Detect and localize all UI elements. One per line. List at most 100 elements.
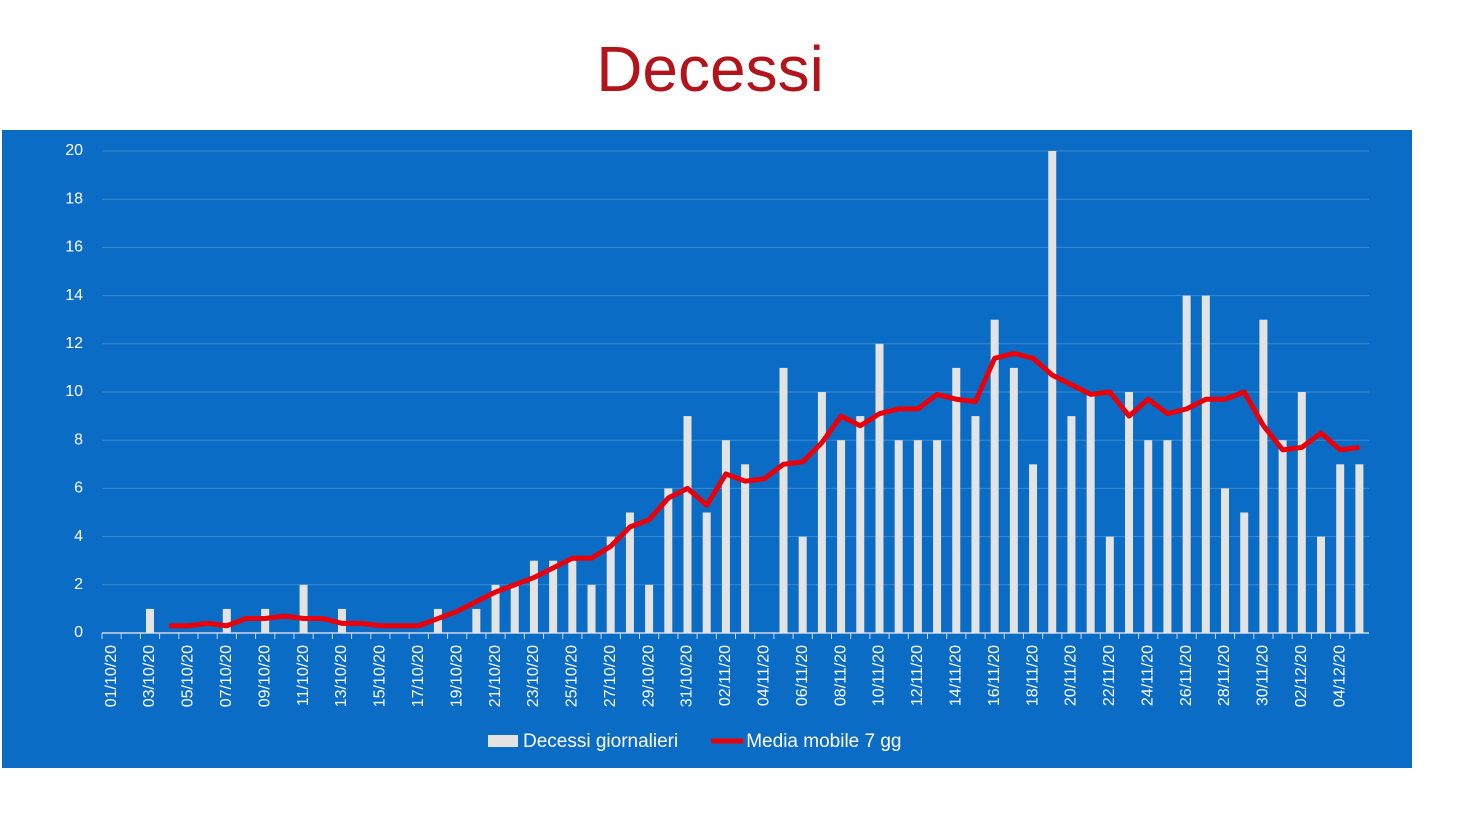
bar (510, 584, 519, 633)
x-tick-label: 02/12/20 (1293, 645, 1310, 707)
x-tick-label: 04/12/20 (1331, 645, 1348, 707)
bar (683, 416, 692, 633)
bar (1125, 392, 1134, 633)
x-tick-label: 16/11/20 (986, 645, 1003, 706)
x-tick-label: 26/11/20 (1178, 645, 1195, 706)
y-tick-label: 8 (74, 431, 83, 448)
bar (1086, 392, 1095, 633)
y-tick-label: 14 (65, 287, 83, 304)
bar (549, 560, 558, 633)
x-tick-label: 31/10/20 (679, 645, 696, 707)
bar (1240, 512, 1249, 633)
bar (1163, 440, 1172, 633)
bar (587, 584, 596, 633)
legend-label: Media mobile 7 gg (746, 731, 901, 752)
x-tick-label: 19/10/20 (448, 645, 465, 707)
x-tick-label: 18/11/20 (1024, 645, 1041, 706)
bar (741, 464, 750, 633)
x-tick-label: 07/10/20 (218, 645, 235, 707)
bar (856, 416, 865, 633)
bar (664, 488, 673, 633)
x-tick-label: 04/11/20 (756, 645, 773, 706)
x-tick-label: 01/10/20 (103, 645, 120, 707)
bar (913, 440, 922, 633)
bar (1048, 151, 1057, 633)
bar (837, 440, 846, 633)
y-tick-label: 12 (65, 335, 83, 352)
bar (529, 560, 538, 633)
x-tick-label: 12/11/20 (909, 645, 926, 706)
bar (1144, 440, 1153, 633)
bar (222, 608, 231, 633)
bar (1278, 440, 1287, 633)
x-tick-label: 11/10/20 (295, 645, 312, 706)
x-tick-label: 23/10/20 (525, 645, 542, 707)
bar (299, 584, 308, 633)
x-tick-label: 09/10/20 (256, 645, 273, 707)
legend-swatch (488, 735, 518, 747)
bar (1009, 367, 1018, 633)
bar (1105, 536, 1114, 633)
x-tick-label: 22/11/20 (1101, 645, 1118, 706)
bar (145, 608, 154, 633)
bar (1355, 464, 1364, 633)
x-tick-label: 02/11/20 (717, 645, 734, 706)
x-tick-label: 24/11/20 (1139, 645, 1156, 706)
bar (952, 367, 961, 633)
x-tick-label: 08/11/20 (832, 645, 849, 706)
bar (1067, 416, 1076, 633)
x-tick-label: 30/11/20 (1255, 645, 1272, 706)
bar (875, 343, 884, 633)
x-tick-label: 27/10/20 (602, 645, 619, 707)
legend-label: Decessi giornalieri (523, 731, 678, 752)
x-tick-label: 05/10/20 (180, 645, 197, 707)
bar (491, 584, 500, 633)
bar (625, 512, 634, 633)
bar (971, 416, 980, 633)
y-tick-label: 4 (74, 528, 83, 545)
x-tick-label: 28/11/20 (1216, 645, 1233, 706)
bar (817, 392, 826, 633)
plot-background (2, 130, 1412, 768)
bar (1297, 392, 1306, 633)
bar (702, 512, 711, 633)
bar (990, 319, 999, 633)
bar (933, 440, 942, 633)
x-tick-label: 14/11/20 (947, 645, 964, 706)
x-tick-label: 29/10/20 (640, 645, 657, 707)
chart-title: Decessi (596, 33, 824, 105)
bar (568, 560, 577, 633)
bar (1201, 295, 1210, 633)
y-tick-label: 10 (65, 383, 83, 400)
bar (1317, 536, 1326, 633)
x-tick-label: 17/10/20 (410, 645, 427, 707)
bar (798, 536, 807, 633)
bar (1336, 464, 1345, 633)
bar (894, 440, 903, 633)
bar (1221, 488, 1230, 633)
x-tick-label: 10/11/20 (871, 645, 888, 706)
y-tick-label: 18 (65, 190, 83, 207)
bar (1182, 295, 1191, 633)
y-tick-label: 2 (74, 576, 83, 593)
bar (1029, 464, 1038, 633)
y-tick-label: 0 (74, 624, 83, 641)
y-tick-label: 20 (65, 142, 83, 159)
x-tick-label: 06/11/20 (794, 645, 811, 706)
bar (472, 608, 481, 633)
bar (1259, 319, 1268, 633)
bar (606, 536, 615, 633)
y-tick-label: 6 (74, 480, 83, 497)
bar (779, 367, 788, 633)
line (169, 350, 1360, 629)
x-tick-label: 20/11/20 (1063, 645, 1080, 706)
y-tick-label: 16 (65, 239, 83, 256)
x-tick-label: 21/10/20 (487, 645, 504, 707)
bar (645, 584, 654, 633)
x-tick-label: 15/10/20 (372, 645, 389, 707)
x-tick-label: 25/10/20 (564, 645, 581, 707)
bar (721, 440, 730, 633)
x-tick-label: 13/10/20 (333, 645, 350, 707)
x-tick-label: 03/10/20 (141, 645, 158, 707)
